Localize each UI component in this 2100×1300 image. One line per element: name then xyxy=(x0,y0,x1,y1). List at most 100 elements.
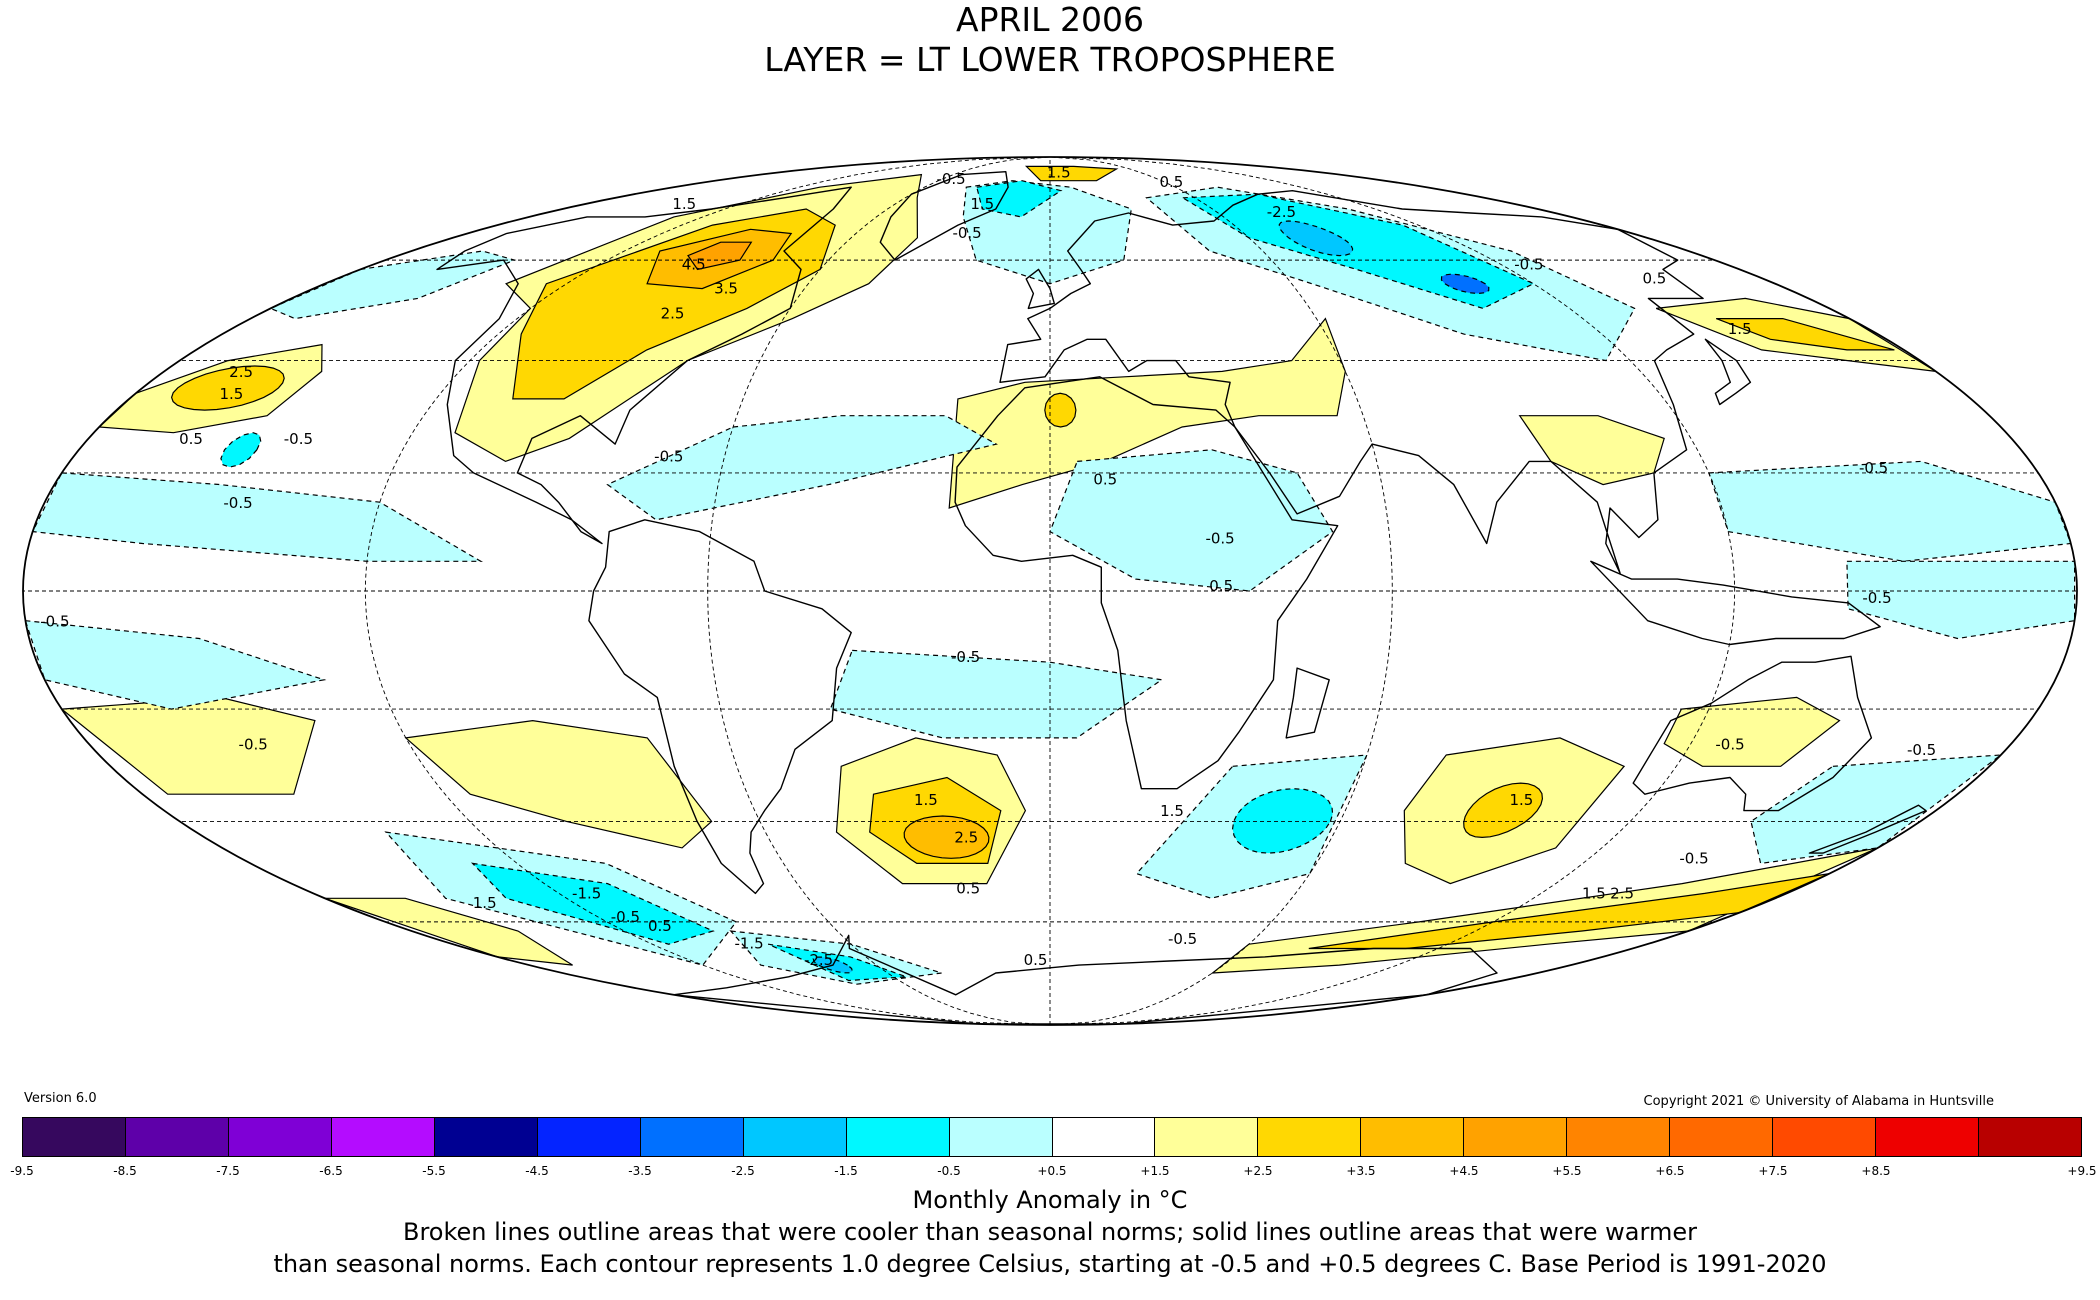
contour-label: 1.5 xyxy=(219,385,243,403)
contour-label: 0.5 xyxy=(1642,270,1666,288)
contour-label: 2.5 xyxy=(1610,884,1634,902)
warm-sahara-europe xyxy=(948,317,1346,509)
cool-south-pacific xyxy=(24,620,327,710)
colorbar-tick-label: -3.5 xyxy=(628,1164,652,1178)
contour-label: -0.5 xyxy=(1859,459,1888,477)
contour-label: -0.5 xyxy=(611,908,640,926)
meridian-line xyxy=(707,157,1051,1025)
contour-label: -0.5 xyxy=(951,648,980,666)
colorbar-tick-label: -4.5 xyxy=(525,1164,549,1178)
madagascar-outline xyxy=(1285,667,1330,739)
colorbar-swatch xyxy=(1773,1118,1877,1156)
colorbar-swatch xyxy=(1876,1118,1980,1156)
colorbar-swatch xyxy=(1670,1118,1774,1156)
contour-label: -0.5 xyxy=(1168,930,1197,948)
colorbar-swatch xyxy=(125,1118,229,1156)
contour-label: 0.5 xyxy=(1024,951,1048,969)
contour-label: -0.5 xyxy=(1679,849,1708,867)
contour-label: 1.5 xyxy=(473,894,497,912)
colorbar-tick-label: +8.5 xyxy=(1861,1164,1891,1178)
colorbar-tick-label: +7.5 xyxy=(1758,1164,1788,1178)
caption-line-1: Broken lines outline areas that were coo… xyxy=(403,1218,1697,1246)
cool-south-pacific-west xyxy=(1750,754,2003,865)
warm-australia xyxy=(1663,696,1841,767)
contour-label: 2.5 xyxy=(229,363,253,381)
cool-alaska-pacific xyxy=(269,250,517,320)
contour-label: -0.5 xyxy=(1514,255,1543,273)
australia-outline xyxy=(1632,655,1873,812)
contour-label: 0.5 xyxy=(1093,471,1117,489)
contour-label: 0.5 xyxy=(1209,577,1233,595)
warm-arctic-top xyxy=(1024,165,1119,182)
contour-label: 1.5 xyxy=(1582,884,1606,902)
cool-north-atlantic xyxy=(606,415,998,521)
contour-label: -0.5 xyxy=(284,430,313,448)
contour-label: 1.5 xyxy=(970,195,994,213)
cool-south-pacific-core xyxy=(470,862,715,945)
meridian-line xyxy=(364,157,1051,1025)
japan-outline xyxy=(1704,338,1752,406)
contour-label: -0.5 xyxy=(952,224,981,242)
cool-siberia-peak xyxy=(1278,220,1354,257)
warm-south-pacific-west xyxy=(324,897,573,966)
contour-label: 2.5 xyxy=(954,829,978,847)
caption-block: Monthly Anomaly in °C Broken lines outli… xyxy=(0,1184,2100,1280)
contour-label: 1.5 xyxy=(914,791,938,809)
colorbar-tick-label: -6.5 xyxy=(319,1164,343,1178)
colorbar-swatch xyxy=(537,1118,641,1156)
contour-label: 1.5 xyxy=(1047,164,1071,182)
colorbar xyxy=(22,1117,2082,1157)
colorbar-swatch xyxy=(1258,1118,1362,1156)
warm-hudson-peak xyxy=(687,241,753,271)
contour-label: 3.5 xyxy=(714,280,738,298)
colorbar-swatch xyxy=(1361,1118,1465,1156)
warm-atlas-core xyxy=(1044,392,1077,428)
version-label: Version 6.0 xyxy=(24,1091,97,1106)
map-subtitle: LAYER = LT LOWER TROPOSPHERE xyxy=(764,40,1336,79)
globe-outline xyxy=(22,156,2078,1026)
anomaly-fills xyxy=(24,165,2076,985)
colorbar-tick-label: +4.5 xyxy=(1449,1164,1479,1178)
warm-southern-ocean-core xyxy=(1308,873,1830,950)
colorbar-tick-label: -9.5 xyxy=(10,1164,34,1178)
colorbar-swatch xyxy=(1979,1118,2082,1156)
contour-label: 1.5 xyxy=(672,195,696,213)
colorbar-swatch xyxy=(434,1118,538,1156)
colorbar-tick-label: +3.5 xyxy=(1346,1164,1376,1178)
colorbar-swatch xyxy=(743,1118,847,1156)
colorbar-tick-label: -1.5 xyxy=(834,1164,858,1178)
colorbar-swatch xyxy=(1464,1118,1568,1156)
warm-south-indian-core xyxy=(1463,782,1544,839)
colorbar-tick-label: -2.5 xyxy=(731,1164,755,1178)
africa-outline xyxy=(954,376,1339,790)
contour-label: 1.5 xyxy=(1509,791,1533,809)
colorbar-tick-label: +6.5 xyxy=(1655,1164,1685,1178)
warm-north-pacific-core xyxy=(170,365,285,411)
contour-label: -0.5 xyxy=(1907,741,1936,759)
contour-label: -1.5 xyxy=(734,935,763,953)
title-block: APRIL 2006 LAYER = LT LOWER TROPOSPHERE xyxy=(0,0,2100,80)
contour-label: -0.5 xyxy=(1205,530,1234,548)
colorbar-tick-label: -7.5 xyxy=(216,1164,240,1178)
contour-label: -1.5 xyxy=(572,884,601,902)
copyright-label: Copyright 2021 © University of Alabama i… xyxy=(1643,1094,1994,1109)
cool-south-atlantic xyxy=(829,649,1164,739)
colorbar-tick-label: -0.5 xyxy=(937,1164,961,1178)
contour-label: 0.5 xyxy=(179,430,203,448)
contour-label: 0.5 xyxy=(1159,173,1183,191)
warm-south-america xyxy=(404,719,713,849)
colorbar-swatch xyxy=(228,1118,332,1156)
warm-south-atlantic-peak xyxy=(903,815,990,859)
anomaly-map: -0.51.54.53.52.52.51.50.5 -0.5-0.5-0.51.5… xyxy=(22,156,2078,1026)
colorbar-tick-label: +2.5 xyxy=(1243,1164,1273,1178)
contour-label: -0.5 xyxy=(654,447,683,465)
legend-title: Monthly Anomaly in °C xyxy=(912,1186,1188,1214)
colorbar-swatch xyxy=(1155,1118,1259,1156)
contour-label: 0.5 xyxy=(648,917,672,935)
uk-outline xyxy=(1025,268,1055,310)
colorbar-tick-label: +1.5 xyxy=(1140,1164,1170,1178)
north-america-outline xyxy=(436,186,852,545)
contour-label: -0.5 xyxy=(40,613,69,631)
contour-label: 1.5 xyxy=(1160,802,1184,820)
colorbar-swatch xyxy=(1567,1118,1671,1156)
